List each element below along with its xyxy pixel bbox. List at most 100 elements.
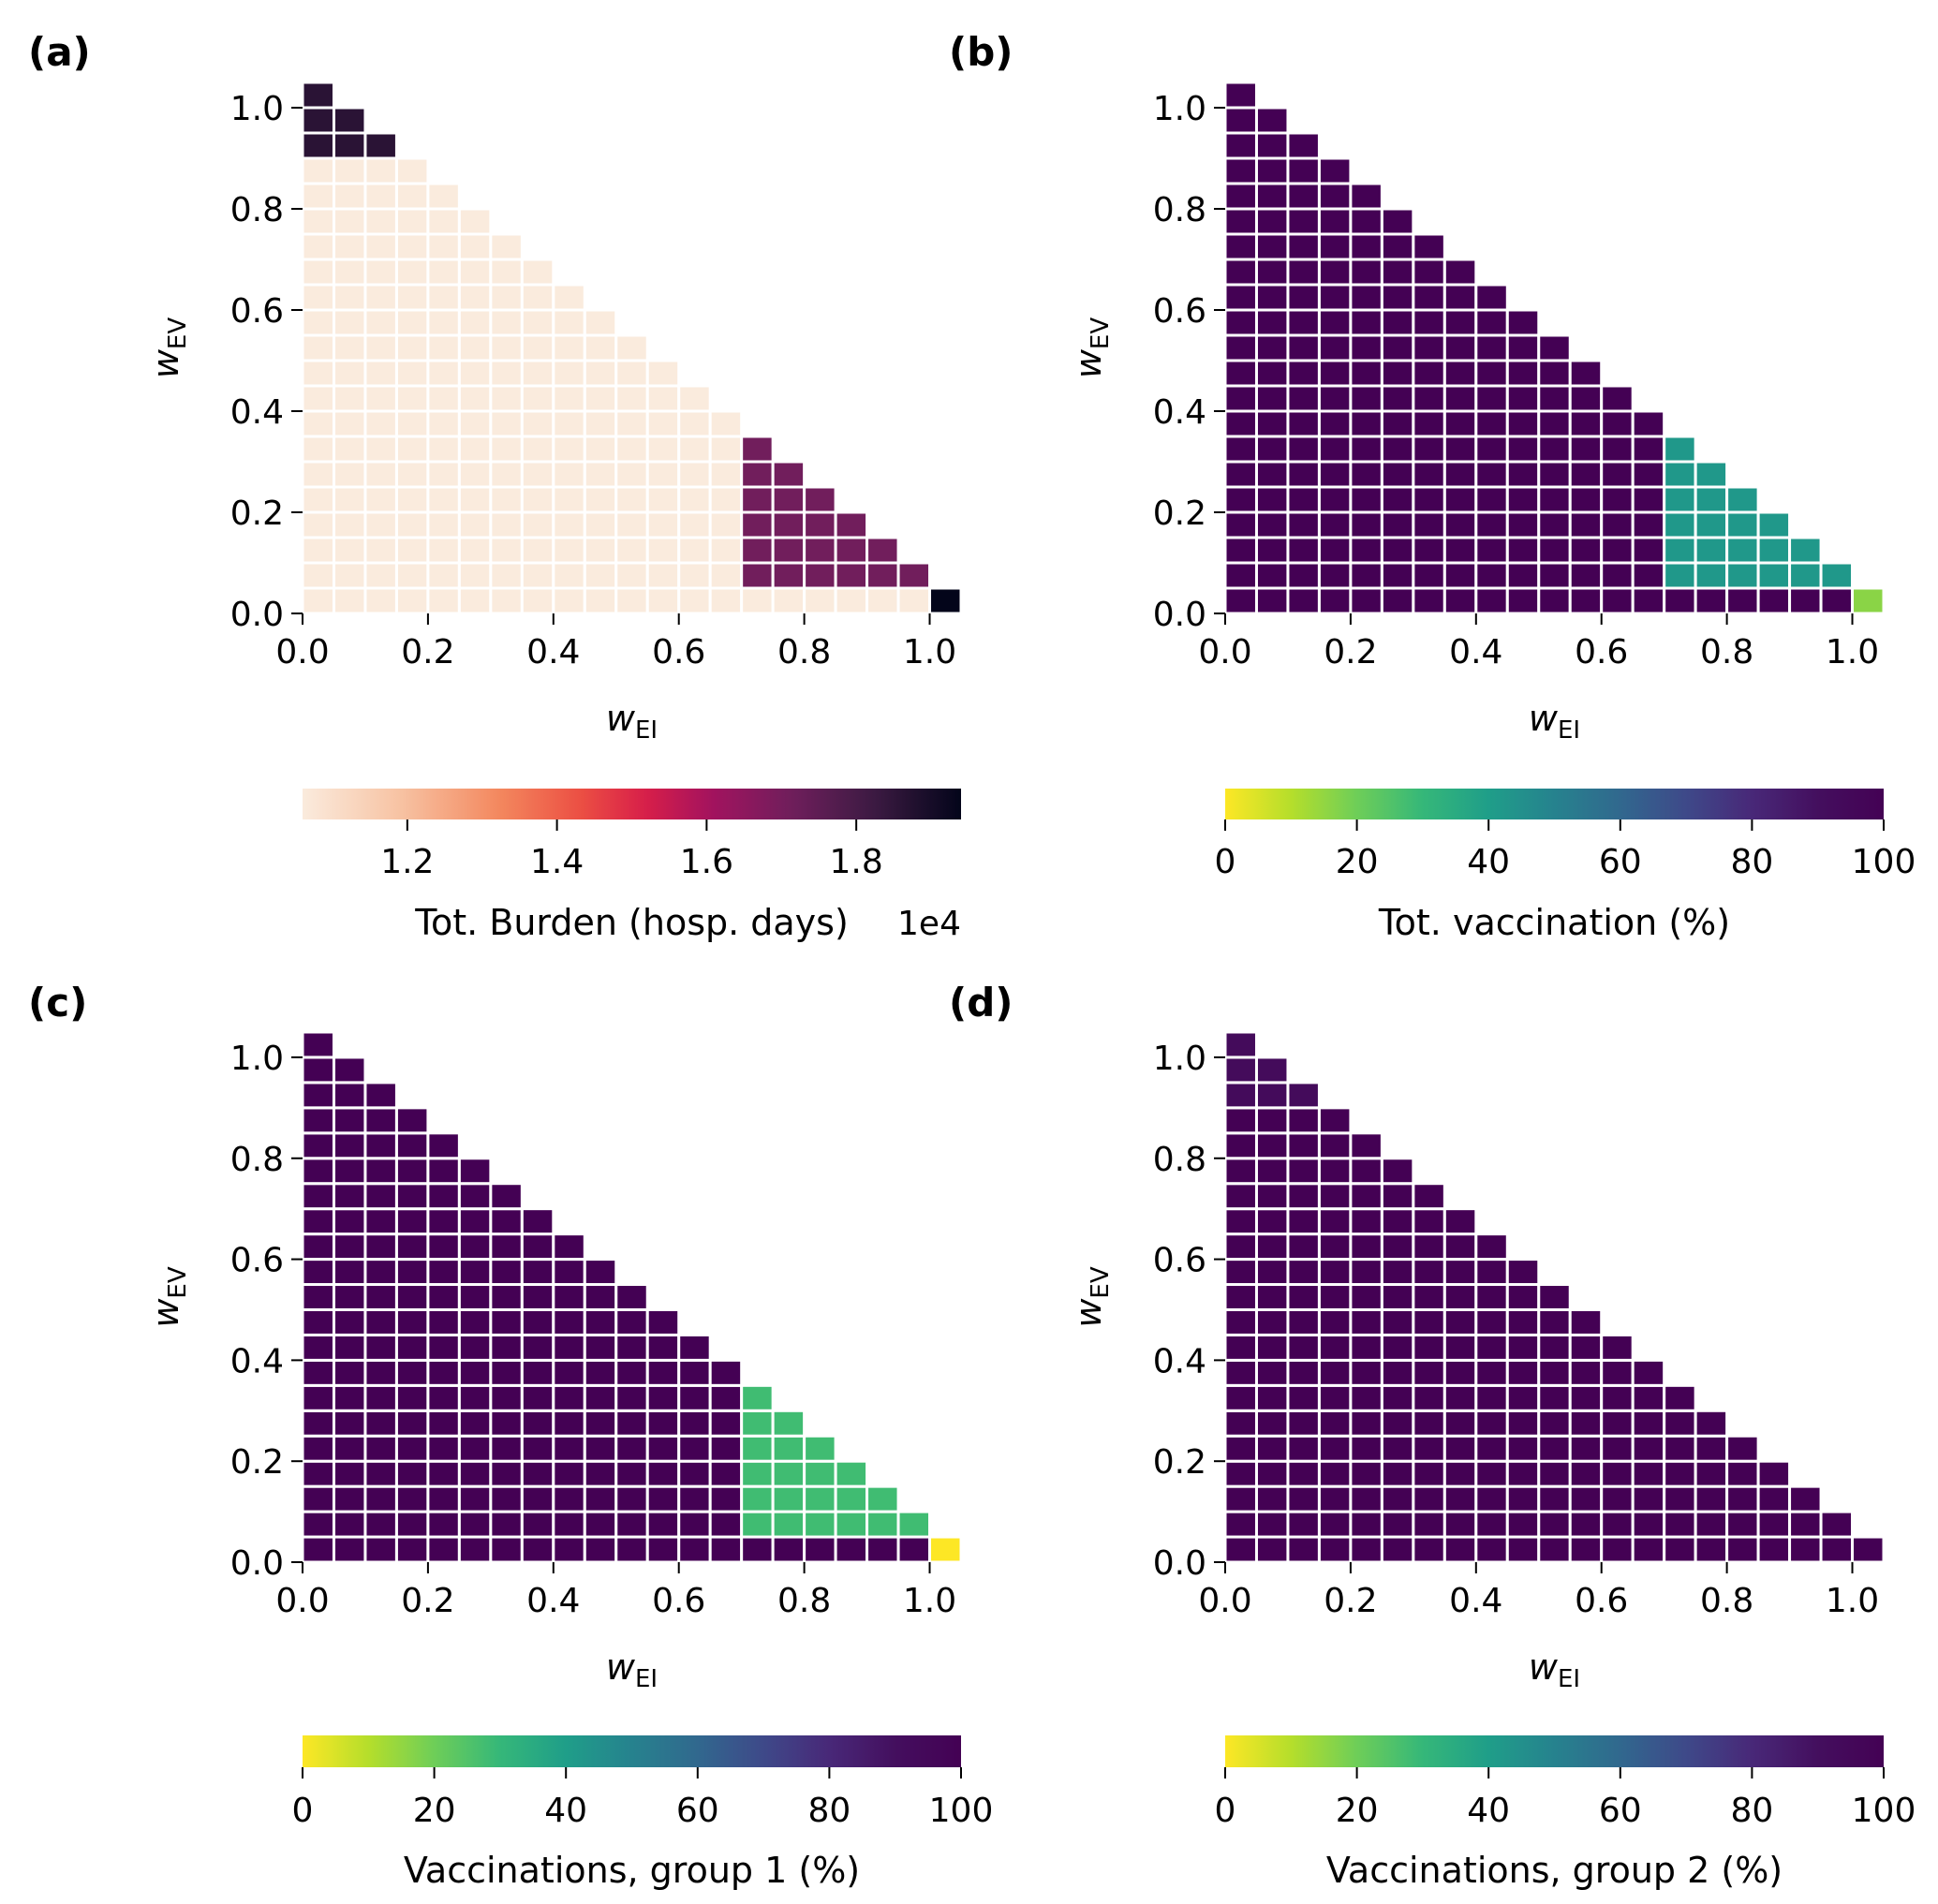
heatmap-cell bbox=[1756, 536, 1792, 565]
heatmap-cell bbox=[1442, 510, 1478, 539]
heatmap-cell bbox=[489, 232, 524, 261]
heatmap-cell bbox=[1349, 409, 1383, 438]
heatmap-cell bbox=[489, 1484, 524, 1513]
heatmap-cell bbox=[520, 1434, 555, 1463]
heatmap-cell bbox=[1412, 359, 1446, 388]
heatmap-cell bbox=[520, 1307, 555, 1336]
heatmap-cell bbox=[1349, 333, 1383, 362]
heatmap-cell bbox=[1663, 1510, 1697, 1539]
heatmap-cell bbox=[1349, 1182, 1383, 1211]
heatmap-cell bbox=[1349, 384, 1383, 413]
heatmap-cell bbox=[426, 1535, 461, 1564]
heatmap-cell bbox=[771, 586, 806, 615]
heatmap-cell bbox=[1537, 1409, 1572, 1438]
heatmap-cell bbox=[363, 561, 398, 590]
colorbar-tick-label: 1.2 bbox=[380, 843, 434, 881]
heatmap-cell bbox=[1505, 1333, 1541, 1362]
heatmap-cell bbox=[645, 460, 681, 489]
heatmap-cell bbox=[301, 384, 335, 413]
heatmap-cell bbox=[865, 586, 900, 615]
y-tick-label: 0.8 bbox=[1153, 1141, 1206, 1179]
heatmap-cell bbox=[1286, 1283, 1321, 1311]
heatmap-cell bbox=[1537, 1307, 1572, 1336]
heatmap-cell bbox=[301, 308, 335, 337]
heatmap-cell bbox=[1380, 1535, 1415, 1564]
heatmap-cell bbox=[426, 384, 461, 413]
heatmap-cell bbox=[363, 207, 398, 236]
heatmap-cell bbox=[301, 1131, 335, 1160]
heatmap-cell bbox=[520, 409, 555, 438]
heatmap-cell bbox=[1474, 333, 1509, 362]
heatmap-cell bbox=[457, 1283, 493, 1311]
heatmap-cell bbox=[1694, 1510, 1729, 1539]
heatmap-cell bbox=[1223, 308, 1258, 337]
heatmap-cell bbox=[1568, 536, 1604, 565]
y-tick-label: 0.8 bbox=[1153, 191, 1206, 229]
heatmap-cell bbox=[332, 1232, 367, 1262]
heatmap-cell bbox=[426, 1232, 461, 1262]
colorbar bbox=[303, 1735, 961, 1767]
heatmap-cell bbox=[1254, 485, 1290, 514]
heatmap-cell bbox=[803, 586, 837, 615]
heatmap-cell bbox=[1442, 1283, 1478, 1311]
heatmap-cell bbox=[645, 1409, 681, 1438]
heatmap-cell bbox=[426, 308, 461, 337]
heatmap-cell bbox=[1254, 1409, 1290, 1438]
colorbar-label: Tot. Burden (hosp. days) bbox=[414, 902, 849, 943]
heatmap-cell bbox=[834, 586, 869, 615]
heatmap-cell bbox=[1254, 384, 1290, 413]
heatmap-cell bbox=[1223, 536, 1258, 565]
heatmap-cell bbox=[1380, 1283, 1415, 1311]
heatmap-cell bbox=[677, 1434, 712, 1463]
heatmap-cell bbox=[489, 1358, 524, 1387]
heatmap-cell bbox=[1254, 359, 1290, 388]
heatmap-cell bbox=[1254, 1484, 1290, 1513]
heatmap-cell bbox=[552, 536, 586, 565]
heatmap-cell bbox=[740, 510, 775, 539]
heatmap-cell bbox=[1568, 1434, 1604, 1463]
heatmap-cell bbox=[740, 586, 775, 615]
heatmap-cell bbox=[1254, 1510, 1290, 1539]
heatmap-cell bbox=[1317, 1535, 1353, 1564]
heatmap-cell bbox=[552, 283, 586, 312]
y-axis-label: wEV bbox=[1068, 317, 1115, 379]
heatmap-cell bbox=[1223, 1535, 1258, 1564]
heatmap-cell bbox=[1349, 1258, 1383, 1287]
heatmap-cell bbox=[1317, 485, 1353, 514]
heatmap-cell bbox=[834, 1484, 869, 1513]
heatmap-cell bbox=[489, 409, 524, 438]
heatmap-cell bbox=[457, 1434, 493, 1463]
heatmap-cell bbox=[489, 485, 524, 514]
heatmap-cell bbox=[457, 283, 493, 312]
panel-label: (c) bbox=[28, 980, 87, 1026]
heatmap-cell bbox=[1663, 536, 1697, 565]
heatmap-cell bbox=[771, 1459, 806, 1488]
heatmap-cell bbox=[1631, 1459, 1666, 1488]
heatmap-cell bbox=[740, 1510, 775, 1539]
heatmap-cell bbox=[301, 1434, 335, 1463]
heatmap-cell bbox=[740, 536, 775, 565]
heatmap-cell bbox=[301, 561, 335, 590]
heatmap-cell bbox=[614, 1459, 649, 1488]
heatmap-cell bbox=[363, 308, 398, 337]
heatmap-cell bbox=[1568, 1307, 1604, 1336]
heatmap-cell bbox=[1474, 536, 1509, 565]
heatmap-cell bbox=[1286, 207, 1321, 236]
heatmap-cell bbox=[1380, 586, 1415, 615]
heatmap-cell bbox=[489, 384, 524, 413]
heatmap-cell bbox=[1412, 1484, 1446, 1513]
heatmap-cell bbox=[1442, 1535, 1478, 1564]
heatmap-cell bbox=[1694, 1535, 1729, 1564]
heatmap-cell bbox=[363, 1106, 398, 1135]
x-tick-label: 0.8 bbox=[1700, 633, 1753, 672]
heatmap-cell bbox=[1442, 561, 1478, 590]
heatmap-cell bbox=[645, 1307, 681, 1336]
heatmap-cell bbox=[1631, 586, 1666, 615]
heatmap-cell bbox=[332, 1409, 367, 1438]
heatmap-cell bbox=[552, 586, 586, 615]
heatmap-cell bbox=[301, 485, 335, 514]
heatmap-cell bbox=[614, 409, 649, 438]
heatmap-cell bbox=[1349, 1307, 1383, 1336]
heatmap-cell bbox=[1380, 1409, 1415, 1438]
heatmap-cell bbox=[896, 1535, 932, 1564]
